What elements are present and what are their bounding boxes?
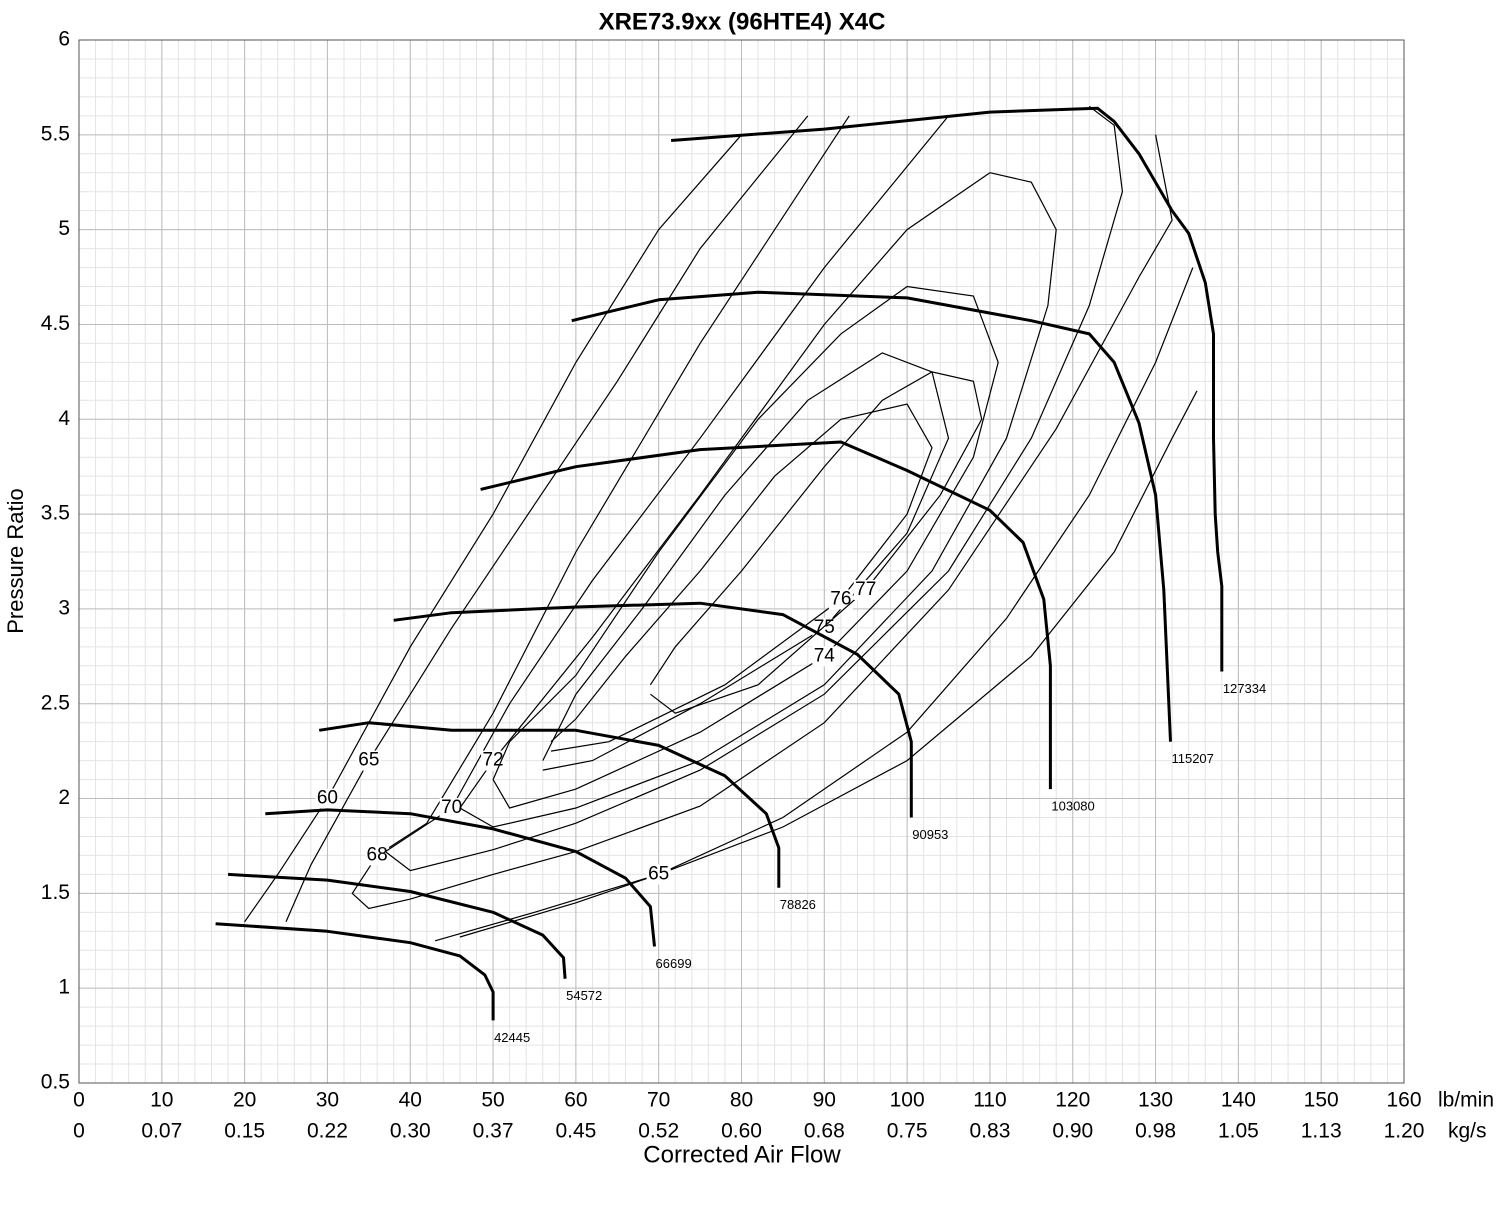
x2-tick-label: 0.52 [638,1120,679,1143]
y-tick-label: 1.5 [41,881,70,904]
x-tick-label: 0 [73,1089,85,1112]
x2-tick-label: 0.37 [473,1120,514,1143]
x-tick-label: 70 [647,1089,670,1112]
speed-line [228,872,567,979]
x2-tick-label: 1.13 [1301,1120,1342,1143]
x-tick-label: 20 [233,1089,256,1112]
x2-tick-label: 0.60 [721,1120,762,1143]
contour-label-bg [315,788,340,809]
x-tick-label: 10 [150,1089,173,1112]
y-tick-label: 5.5 [41,122,70,145]
contour-label: 77 [855,579,876,600]
x2-tick-label: 1.20 [1384,1120,1425,1143]
y-tick-label: 0.5 [41,1071,70,1094]
speed-line [480,440,1052,790]
contour-label-bg [812,646,837,667]
x-tick-label: 160 [1386,1089,1421,1112]
efficiency-contour [384,105,1124,872]
x-unit-label: lb/min [1438,1089,1494,1112]
x2-tick-label: 0.30 [390,1120,431,1143]
y-tick-label: 5 [58,217,70,240]
efficiency-contour [649,371,983,714]
x2-tick-label: 0 [73,1120,85,1143]
x-tick-label: 100 [890,1089,925,1112]
contour-label-bg [646,864,671,885]
y-axis-label: Pressure Ratio [3,488,28,634]
chart-title: XRE73.9xx (96HTE4) X4C [599,8,886,35]
x-axis-label: Corrected Air Flow [643,1141,841,1168]
speed-line-label: 90953 [912,827,948,842]
x2-tick-label: 0.75 [887,1120,928,1143]
x-tick-label: 120 [1055,1089,1090,1112]
contour-label-bg [365,845,390,866]
speed-line [215,922,495,1021]
y-tick-label: 6 [58,28,70,51]
speed-line-label: 42445 [494,1030,530,1045]
x2-tick-label: 0.90 [1052,1120,1093,1143]
speed-line [670,106,1224,672]
x2-tick-label: 0.45 [555,1120,596,1143]
speed-line-label: 66699 [656,956,692,971]
speed-line [571,290,1172,742]
x2-tick-label: 0.68 [804,1120,845,1143]
contour-label: 70 [441,797,462,818]
x2-tick-label: 0.83 [970,1120,1011,1143]
x-tick-label: 130 [1138,1089,1173,1112]
contour-label-bg [439,798,464,819]
contour-label-bg [356,750,381,771]
x-tick-label: 80 [730,1089,753,1112]
grid [78,39,1405,1084]
speed-line-label: 78826 [780,897,816,912]
x-tick-label: 50 [481,1089,504,1112]
speed-line [318,721,781,888]
contour-label: 72 [482,750,503,771]
x-tick-label: 150 [1304,1089,1339,1112]
y-tick-label: 4 [58,407,70,430]
x-tick-label: 40 [399,1089,422,1112]
y-tick-label: 2.5 [41,691,70,714]
contour-label-bg [828,589,853,610]
y-tick-label: 3 [58,596,70,619]
contour-label: 60 [317,788,338,809]
plot-frame [78,39,1405,1084]
speed-line-label: 103080 [1051,799,1094,814]
efficiency-contour [492,285,999,809]
x2-tick-label: 0.98 [1135,1120,1176,1143]
y-tick-label: 1 [58,976,70,999]
x2-tick-label: 1.05 [1218,1120,1259,1143]
speed-line-label: 54572 [566,988,602,1003]
speed-line [393,601,913,818]
y-tick-label: 4.5 [41,312,70,335]
contour-label: 65 [648,863,669,884]
speed-line [265,808,656,947]
x2-tick-label: 0.15 [224,1120,265,1143]
x2-tick-label: 0.07 [141,1120,182,1143]
x-tick-label: 60 [564,1089,587,1112]
x-tick-label: 30 [316,1089,339,1112]
efficiency-contour [459,172,1057,828]
x2-tick-label: 0.22 [307,1120,348,1143]
efficiency-contour [351,115,1173,910]
speed-line-label: 127334 [1223,681,1266,696]
x-tick-label: 110 [973,1089,1006,1112]
efficiency-contour [550,403,933,752]
contour-label-bg [853,579,878,600]
speed-line-label: 115207 [1171,751,1213,766]
contour-label: 68 [367,844,388,865]
contour-label: 76 [830,588,851,609]
efficiency-contour [244,134,1198,942]
contour-label: 65 [358,750,379,771]
x-tick-label: 90 [813,1089,836,1112]
y-tick-label: 3.5 [41,502,70,525]
contour-label: 74 [814,645,836,666]
x2-unit-label: kg/s [1448,1120,1487,1143]
x-tick-label: 140 [1221,1089,1256,1112]
y-tick-label: 2 [58,786,70,809]
